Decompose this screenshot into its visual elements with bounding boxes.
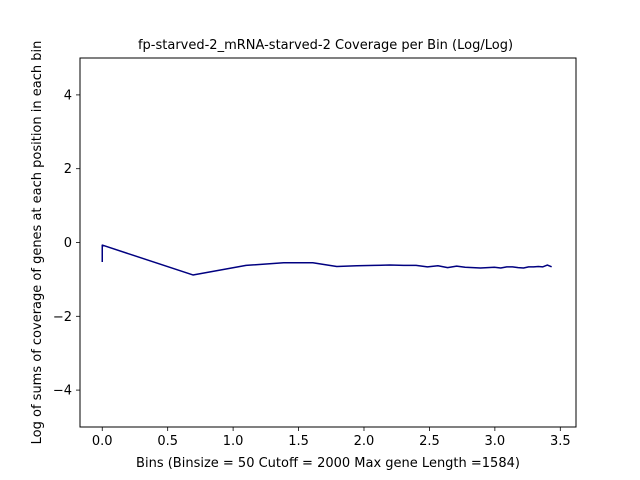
x-tick-label: 2.5	[419, 434, 440, 449]
y-tick-label: 0	[64, 236, 72, 251]
y-tick-label: 2	[64, 162, 72, 177]
y-tick-label: −4	[53, 384, 72, 399]
x-tick-label: 3.0	[485, 434, 506, 449]
x-axis-label: Bins (Binsize = 50 Cutoff = 2000 Max gen…	[136, 456, 520, 471]
y-tick-label: 4	[64, 88, 72, 103]
y-tick-label: −2	[53, 310, 72, 325]
x-tick-label: 0.0	[92, 434, 113, 449]
x-tick-label: 3.5	[550, 434, 571, 449]
y-axis-ticks: 4 2 0 −2 −4	[53, 88, 80, 399]
y-axis-label: Log of sums of coverage of genes at each…	[30, 41, 45, 445]
plot-frame	[79, 57, 577, 428]
chart-title: fp-starved-2_mRNA-starved-2 Coverage per…	[138, 38, 513, 53]
series-layer	[101, 244, 552, 276]
x-tick-label: 1.0	[223, 434, 244, 449]
x-tick-label: 2.0	[354, 434, 375, 449]
x-tick-label: 0.5	[157, 434, 178, 449]
x-tick-label: 1.5	[288, 434, 309, 449]
series-line-0	[101, 244, 552, 276]
x-axis-ticks: 0.0 0.5 1.0 1.5 2.0 2.5 3.0 3.5	[92, 427, 571, 449]
